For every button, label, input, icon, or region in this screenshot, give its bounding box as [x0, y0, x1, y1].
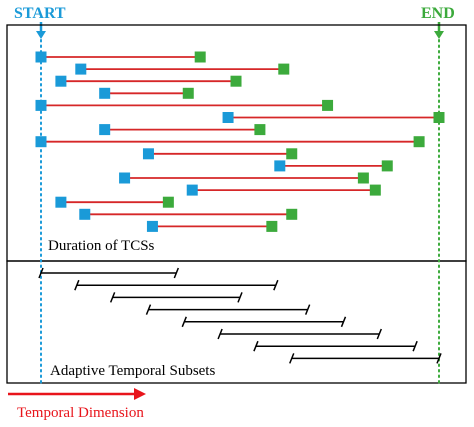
start-marker: [119, 172, 131, 184]
subset-start-tick: [38, 267, 44, 279]
start-marker: [99, 124, 111, 136]
start-marker: [55, 196, 67, 208]
subsets-caption: Adaptive Temporal Subsets: [50, 363, 215, 379]
subset-end-tick: [412, 340, 418, 352]
adaptive-subset-6: [217, 328, 382, 340]
tcs-duration-8: [35, 136, 425, 148]
tcs-duration-9: [142, 148, 298, 160]
end-marker: [369, 184, 381, 196]
end-marker: [322, 99, 334, 111]
tcs-duration-1: [35, 51, 206, 63]
subset-start-tick: [74, 279, 80, 291]
start-marker: [35, 136, 47, 148]
adaptive-subset-1: [38, 267, 180, 279]
end-marker: [162, 196, 174, 208]
adaptive-subset-5: [181, 316, 347, 328]
end-marker: [278, 63, 290, 75]
end-marker: [230, 75, 242, 87]
end-marker: [286, 148, 298, 160]
subset-start-tick: [145, 304, 152, 315]
start-marker: [274, 160, 286, 172]
tcs-duration-14: [79, 208, 298, 220]
start-label: START: [14, 5, 66, 22]
subset-end-tick: [340, 316, 347, 328]
adaptive-subset-3: [109, 292, 243, 303]
subset-end-tick: [237, 292, 243, 303]
tcs-duration-5: [35, 99, 334, 111]
start-marker: [222, 112, 234, 123]
end-marker: [433, 112, 445, 123]
tcs-duration-11: [119, 172, 369, 184]
end-label: END: [421, 5, 455, 22]
subset-end-tick: [273, 279, 279, 291]
end-marker: [357, 172, 369, 184]
start-marker: [35, 99, 47, 111]
start-marker: [186, 184, 198, 196]
start-arrow-icon: [36, 22, 46, 39]
end-marker: [413, 136, 425, 148]
tcs-duration-10: [274, 160, 393, 172]
adaptive-subset-2: [74, 279, 279, 291]
tcs-duration-2: [75, 63, 290, 75]
end-marker: [194, 51, 206, 63]
temporal-axis-label: Temporal Dimension: [17, 405, 144, 421]
start-marker: [99, 87, 111, 99]
duration-caption: Duration of TCSs: [48, 238, 155, 254]
tcs-duration-12: [186, 184, 381, 196]
subset-end-tick: [304, 304, 311, 315]
tcs-duration-4: [99, 87, 194, 99]
start-marker: [35, 51, 47, 63]
subset-start-tick: [217, 328, 223, 340]
start-marker: [75, 63, 87, 75]
start-marker: [79, 208, 91, 220]
subset-start-tick: [109, 292, 116, 303]
start-marker: [142, 148, 154, 160]
end-arrow-icon: [434, 22, 444, 39]
end-marker: [286, 208, 298, 220]
tcs-duration-13: [55, 196, 174, 208]
tcs-duration-6: [222, 112, 445, 123]
end-marker: [381, 160, 393, 172]
adaptive-subset-4: [145, 304, 311, 315]
subset-end-tick: [173, 267, 180, 279]
subset-end-tick: [436, 353, 442, 364]
end-marker: [182, 87, 194, 99]
adaptive-subset-8: [289, 353, 442, 364]
tcs-durations: [35, 51, 445, 232]
tcs-duration-3: [55, 75, 242, 87]
adaptive-subset-7: [253, 340, 418, 352]
subsets-panel: [6, 260, 467, 384]
subset-start-tick: [289, 353, 295, 364]
temporal-axis-arrow-icon: [8, 388, 146, 400]
end-marker: [266, 220, 278, 232]
start-marker: [146, 220, 158, 232]
tcs-duration-7: [99, 124, 266, 136]
tcs-duration-15: [146, 220, 278, 232]
end-marker: [254, 124, 266, 136]
start-marker: [55, 75, 67, 87]
subset-end-tick: [376, 328, 382, 340]
adaptive-subsets: [38, 267, 442, 364]
subset-start-tick: [253, 340, 259, 352]
subset-start-tick: [181, 316, 187, 328]
